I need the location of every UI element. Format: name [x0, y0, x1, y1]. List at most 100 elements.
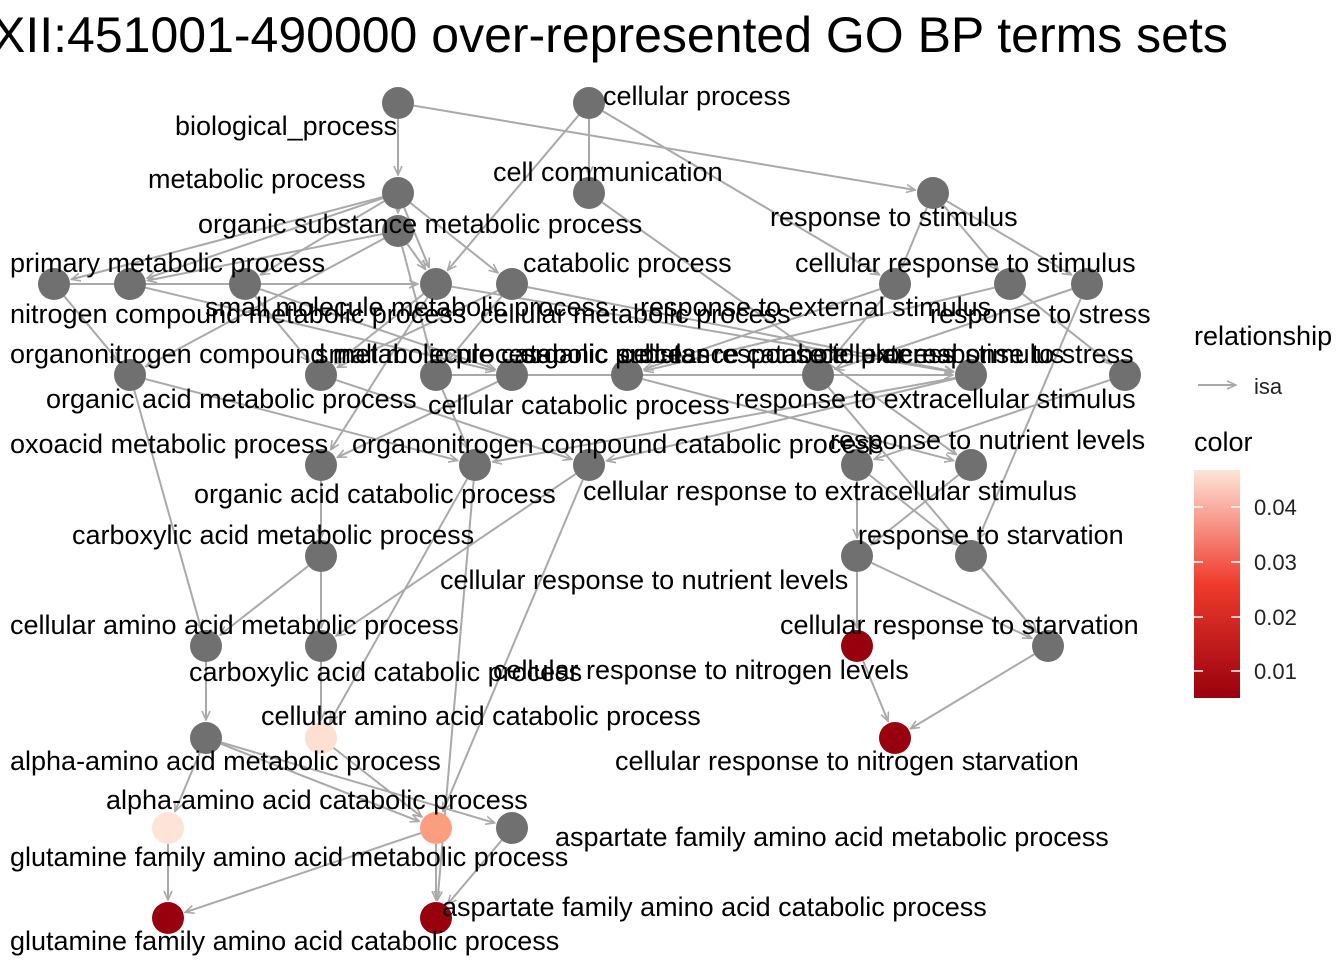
node-label-crtns: cellular response to nitrogen starvation: [615, 746, 1079, 776]
edge-cp-cmp: [448, 114, 580, 270]
node-crtns: [879, 722, 911, 754]
node-label-rtes: response to external stimulus: [640, 292, 991, 322]
node-pmp: [114, 268, 146, 300]
color-scale-ticks: 0.04 0.03 0.02 0.01: [1194, 495, 1297, 684]
edge-orcp-onccp: [441, 389, 469, 449]
node-rtes: [994, 268, 1026, 300]
node-oxmp: [305, 449, 337, 481]
edge-crtes-crtexs: [642, 378, 953, 460]
edge-layer: [63, 104, 1111, 913]
node-label-caamp: cellular amino acid metabolic process: [10, 610, 459, 640]
node-label-cc: cell communication: [493, 157, 723, 187]
node-label-onccp: organonitrogen compound catabolic proces…: [352, 429, 883, 459]
node-crtst: [1032, 630, 1064, 662]
edge-osmp-cmp: [406, 243, 425, 269]
node-label-aaamp: alpha-amino acid metabolic process: [10, 746, 441, 776]
edge-aaamp-aaacp: [220, 742, 419, 822]
node-label-crs: cellular response to stimulus: [795, 248, 1136, 278]
node-label-crtst: cellular response to starvation: [780, 610, 1139, 640]
edge-osmp-oncmp: [146, 237, 385, 367]
node-cacp: [305, 630, 337, 662]
edge-pmp-oamp: [145, 286, 495, 371]
node-label-crtnitl: cellular response to nitrogen levels: [493, 655, 909, 685]
node-aaacp: [420, 812, 452, 844]
node-label-aaacp: alpha-amino acid catabolic process: [106, 785, 528, 815]
edge-crtnitl-crtns: [862, 660, 888, 722]
node-label-pmp: primary metabolic process: [10, 248, 325, 278]
node-label-rtexs: response to extracellular stimulus: [735, 384, 1136, 414]
color-tick-label-3: 0.01: [1254, 659, 1297, 684]
edge-aaamp-gfaamp: [175, 752, 201, 812]
node-label-oxmp: oxoacid metabolic process: [10, 429, 328, 459]
color-tick-label-0: 0.04: [1254, 495, 1297, 520]
node-cmp: [420, 268, 452, 300]
node-gfaamp: [152, 812, 184, 844]
node-label-catp: catabolic process: [523, 248, 732, 278]
node-mp: [382, 177, 414, 209]
node-afaacp: [420, 902, 452, 934]
edge-osmp-orcp: [401, 246, 431, 357]
node-rts: [1071, 268, 1103, 300]
node-crs: [879, 268, 911, 300]
node-oamp: [496, 359, 528, 391]
legend-color-title: color: [1194, 427, 1253, 457]
color-tick-label-1: 0.03: [1254, 550, 1297, 575]
edge-rs-rts: [946, 200, 1072, 275]
edge-rs-crs: [902, 207, 928, 268]
diagram-title: XII:451001-490000 over-represented GO BP…: [0, 7, 1228, 63]
edge-rtes-crtes: [645, 286, 995, 371]
node-rtexs: [1109, 359, 1141, 391]
node-layer: [38, 87, 1141, 934]
edge-crs-crtes: [644, 288, 881, 369]
edge-aaacp-gfaacp: [185, 832, 422, 912]
edge-cmp-smcp: [335, 293, 425, 364]
legend-relationship-title: relationship: [1194, 321, 1332, 351]
node-crtnitl: [841, 630, 873, 662]
node-caamp: [190, 630, 222, 662]
edge-cp-crs: [602, 110, 880, 275]
node-label-oamp: organic acid metabolic process: [46, 384, 417, 414]
node-label-crtexs: cellular response to extracellular stimu…: [583, 476, 1077, 506]
node-label-mp: metabolic process: [148, 164, 366, 194]
node-label-orcp: organic substance catabolic process: [520, 339, 955, 369]
edge-rts-rtst: [978, 298, 1082, 540]
edge-catp-smcp: [337, 289, 498, 369]
edge-mp-smmp: [260, 200, 385, 275]
node-label-ncmp: nitrogen compound metabolic process: [10, 299, 466, 329]
node-label-bp: biological_process: [175, 111, 397, 141]
edge-oncmp-caamp: [133, 390, 201, 628]
color-scale-bar: [1194, 470, 1240, 698]
node-aaamp: [190, 722, 222, 754]
node-label-cacp: carboxylic acid catabolic process: [189, 657, 582, 687]
node-cp: [573, 87, 605, 119]
edge-oamp-oxmp: [337, 380, 498, 459]
node-label-gfaamp: glutamine family amino acid metabolic pr…: [10, 842, 568, 872]
legend: relationship isa color 0.04 0.03 0.02 0.01: [1194, 321, 1332, 698]
node-camp: [305, 540, 337, 572]
node-label-cmp: cellular metabolic process: [480, 299, 791, 329]
node-oacp: [573, 449, 605, 481]
node-crtexs: [955, 449, 987, 481]
node-afaamp: [496, 812, 528, 844]
node-crts: [802, 359, 834, 391]
node-bp: [382, 87, 414, 119]
edge-mp-cmp: [403, 207, 429, 268]
edge-mp-ncmp: [71, 196, 383, 279]
node-osmp: [382, 215, 414, 247]
node-label-oncmp: organonitrogen compound metabolic proces…: [10, 339, 550, 369]
edge-catp-orcp: [448, 295, 503, 361]
node-label-crtes: cellular response to external stimulus: [620, 339, 1064, 369]
node-label-rtnl: response to nutrient levels: [830, 425, 1145, 455]
node-label-crtnl: cellular response to nutrient levels: [440, 565, 848, 595]
edge-oacp-cacp: [336, 473, 577, 636]
node-label-smmp: small molecule metabolic process: [205, 292, 609, 322]
edge-crs-crts: [830, 295, 886, 361]
edge-osmp-pmp: [148, 233, 383, 280]
node-label-osmp: organic substance metabolic process: [198, 209, 642, 239]
node-label-crts: cellular response to stress: [820, 339, 1134, 369]
edge-ccp-oacp: [607, 377, 956, 461]
edge-onccp-caacp: [330, 478, 469, 722]
edge-mp-pmp: [147, 197, 384, 278]
node-label-rs: response to stimulus: [770, 202, 1018, 232]
